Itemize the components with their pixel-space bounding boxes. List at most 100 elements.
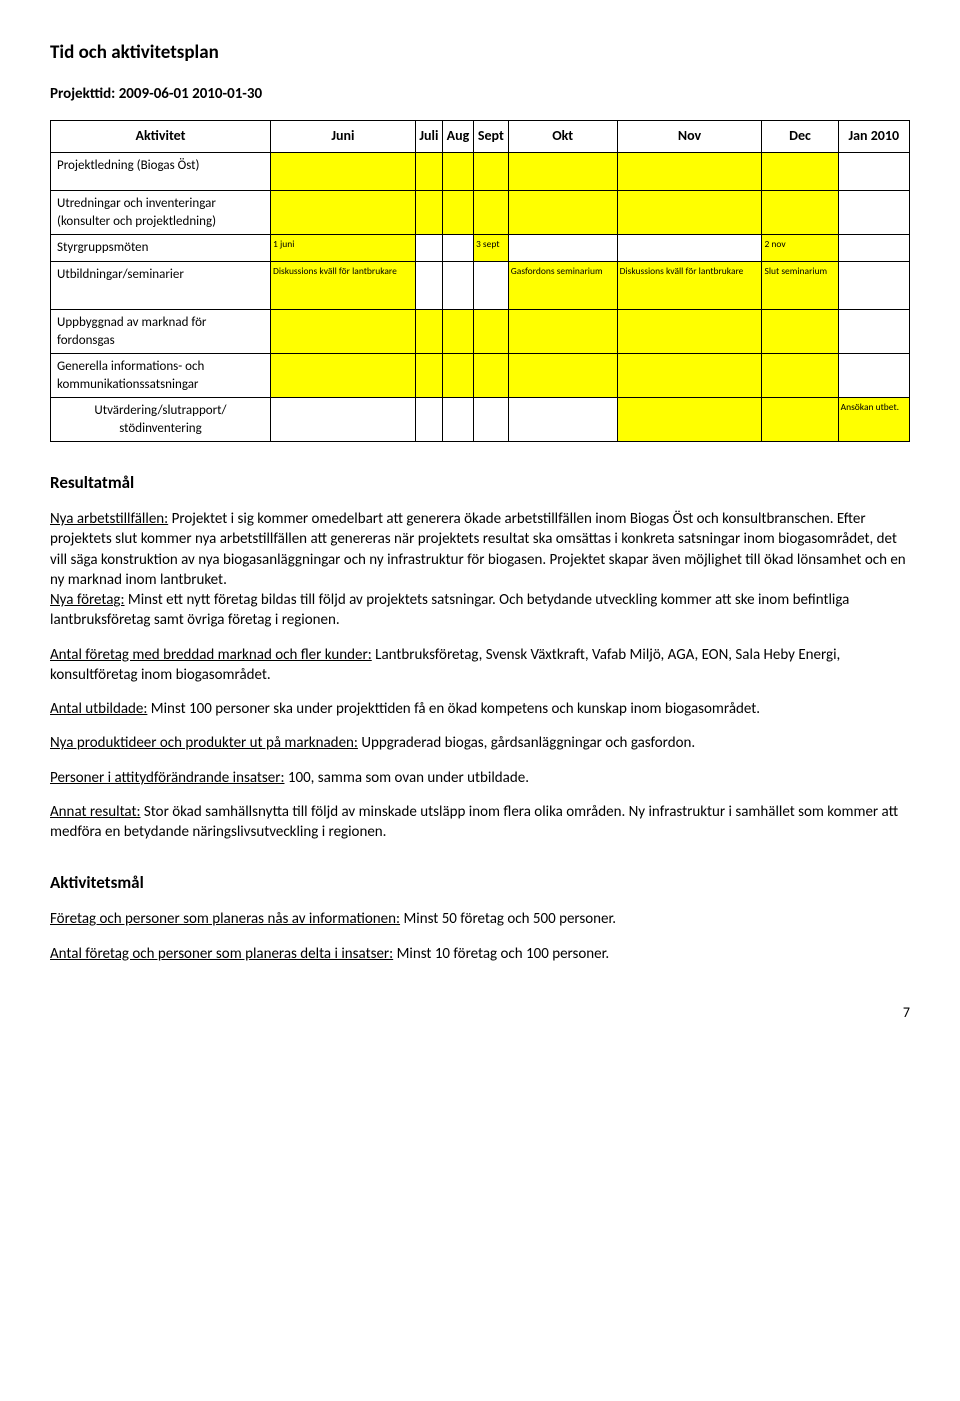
row-label: Uppbyggnad av marknad för fordonsgas <box>51 309 271 353</box>
p4-rest: Uppgraderad biogas, gårdsanläggningar oc… <box>358 734 695 752</box>
schedule-cell: 1 juni <box>271 235 416 262</box>
schedule-cell <box>838 152 909 191</box>
schedule-cell <box>762 309 838 353</box>
table-row: Utredningar och inventeringar (konsulter… <box>51 191 910 235</box>
table-row: Utvärdering/slutrapport/ stödinventering… <box>51 398 910 442</box>
resultatmal-p3: Antal utbildade: Minst 100 personer ska … <box>50 699 910 719</box>
schedule-cell <box>838 261 909 309</box>
am-p2-rest: Minst 10 företag och 100 personer. <box>393 945 609 963</box>
resultatmal-p6: Annat resultat: Stor ökad samhällsnytta … <box>50 802 910 843</box>
table-row: Styrgruppsmöten1 juni3 sept2 nov <box>51 235 910 262</box>
schedule-cell <box>617 354 762 398</box>
lead-nya-foretag: Nya företag: <box>50 591 125 609</box>
schedule-cell: Ansökan utbet. <box>838 398 909 442</box>
page-title: Tid och aktivitetsplan <box>50 40 910 66</box>
aktivitetsmal-p1: Företag och personer som planeras nås av… <box>50 909 910 929</box>
schedule-cell <box>617 398 762 442</box>
aktivitetsmal-p2: Antal företag och personer som planeras … <box>50 944 910 964</box>
schedule-cell <box>442 191 473 235</box>
row-label: Utbildningar/seminarier <box>51 261 271 309</box>
schedule-cell <box>473 309 508 353</box>
schedule-cell <box>415 261 442 309</box>
p3-rest: Minst 100 personer ska under projekttide… <box>147 700 760 718</box>
col-header: Dec <box>762 120 838 152</box>
schedule-cell: 2 nov <box>762 235 838 262</box>
aktivitetsmal-heading: Aktivitetsmål <box>50 872 910 895</box>
schedule-cell <box>508 398 617 442</box>
resultatmal-p5: Personer i attitydförändrande insatser: … <box>50 768 910 788</box>
col-header: Jan 2010 <box>838 120 909 152</box>
schedule-cell <box>617 235 762 262</box>
schedule-cell <box>415 354 442 398</box>
lead-nya-produktideer: Nya produktideer och produkter ut på mar… <box>50 734 358 752</box>
schedule-cell <box>415 309 442 353</box>
p5-rest: 100, samma som ovan under utbildade. <box>284 769 529 787</box>
schedule-cell <box>442 235 473 262</box>
table-row: Utbildningar/seminarier Diskussions kväll… <box>51 261 910 309</box>
table-row: Generella informations- och kommunikatio… <box>51 354 910 398</box>
p6-rest: Stor ökad samhällsnytta till följd av mi… <box>50 803 898 841</box>
col-header: Aug <box>442 120 473 152</box>
resultatmal-p4: Nya produktideer och produkter ut på mar… <box>50 733 910 753</box>
row-label: Utredningar och inventeringar (konsulter… <box>51 191 271 235</box>
schedule-cell <box>838 309 909 353</box>
resultatmal-p1: Nya arbetstillfällen: Projektet i sig ko… <box>50 509 910 631</box>
schedule-cell <box>508 354 617 398</box>
schedule-cell <box>271 309 416 353</box>
lead-antal-foretag: Antal företag med breddad marknad och fl… <box>50 646 372 664</box>
schedule-cell <box>508 191 617 235</box>
schedule-cell <box>271 354 416 398</box>
lead-personer-attityd: Personer i attitydförändrande insatser: <box>50 769 284 787</box>
schedule-cell <box>271 398 416 442</box>
schedule-cell <box>473 152 508 191</box>
schedule-cell: Slut seminarium <box>762 261 838 309</box>
col-header: Okt <box>508 120 617 152</box>
schedule-cell <box>442 398 473 442</box>
col-header: Juli <box>415 120 442 152</box>
table-row: Projektledning (Biogas Öst) <box>51 152 910 191</box>
schedule-cell <box>442 309 473 353</box>
schedule-cell <box>762 354 838 398</box>
schedule-cell <box>617 152 762 191</box>
resultatmal-p2: Antal företag med breddad marknad och fl… <box>50 645 910 686</box>
schedule-cell <box>415 152 442 191</box>
schedule-cell: Gasfordons seminarium <box>508 261 617 309</box>
resultatmal-heading: Resultatmål <box>50 472 910 495</box>
row-label: Projektledning (Biogas Öst) <box>51 152 271 191</box>
schedule-cell <box>415 398 442 442</box>
schedule-cell <box>617 309 762 353</box>
schedule-cell <box>415 191 442 235</box>
schedule-cell <box>508 235 617 262</box>
schedule-cell <box>473 191 508 235</box>
schedule-cell <box>442 152 473 191</box>
table-row: Uppbyggnad av marknad för fordonsgas <box>51 309 910 353</box>
row-label: Generella informations- och kommunikatio… <box>51 354 271 398</box>
schedule-cell <box>762 152 838 191</box>
projekttid-label: Projekttid: 2009-06-01 2010-01-30 <box>50 84 910 104</box>
col-header: Juni <box>271 120 416 152</box>
p1-rest: Projektet i sig kommer omedelbart att ge… <box>50 510 906 589</box>
schedule-table: AktivitetJuniJuliAugSeptOktNovDecJan 201… <box>50 120 910 442</box>
schedule-cell <box>442 261 473 309</box>
page-number: 7 <box>50 1004 910 1023</box>
am-p1-rest: Minst 50 företag och 500 personer. <box>400 910 616 928</box>
lead-antal-foretag-delta: Antal företag och personer som planeras … <box>50 945 393 963</box>
schedule-cell <box>838 235 909 262</box>
schedule-cell <box>508 309 617 353</box>
schedule-cell: 3 sept <box>473 235 508 262</box>
lead-annat-resultat: Annat resultat: <box>50 803 141 821</box>
schedule-cell <box>271 191 416 235</box>
schedule-cell <box>762 191 838 235</box>
schedule-cell <box>617 191 762 235</box>
schedule-cell <box>762 398 838 442</box>
schedule-cell <box>508 152 617 191</box>
lead-antal-utbildade: Antal utbildade: <box>50 700 147 718</box>
schedule-cell <box>271 152 416 191</box>
row-label: Utvärdering/slutrapport/ stödinventering <box>51 398 271 442</box>
schedule-cell <box>415 235 442 262</box>
schedule-cell: Diskussions kväll för lantbrukare <box>617 261 762 309</box>
col-header: Sept <box>473 120 508 152</box>
p1b-rest: Minst ett nytt företag bildas till följd… <box>50 591 849 629</box>
schedule-cell <box>442 354 473 398</box>
col-header: Nov <box>617 120 762 152</box>
